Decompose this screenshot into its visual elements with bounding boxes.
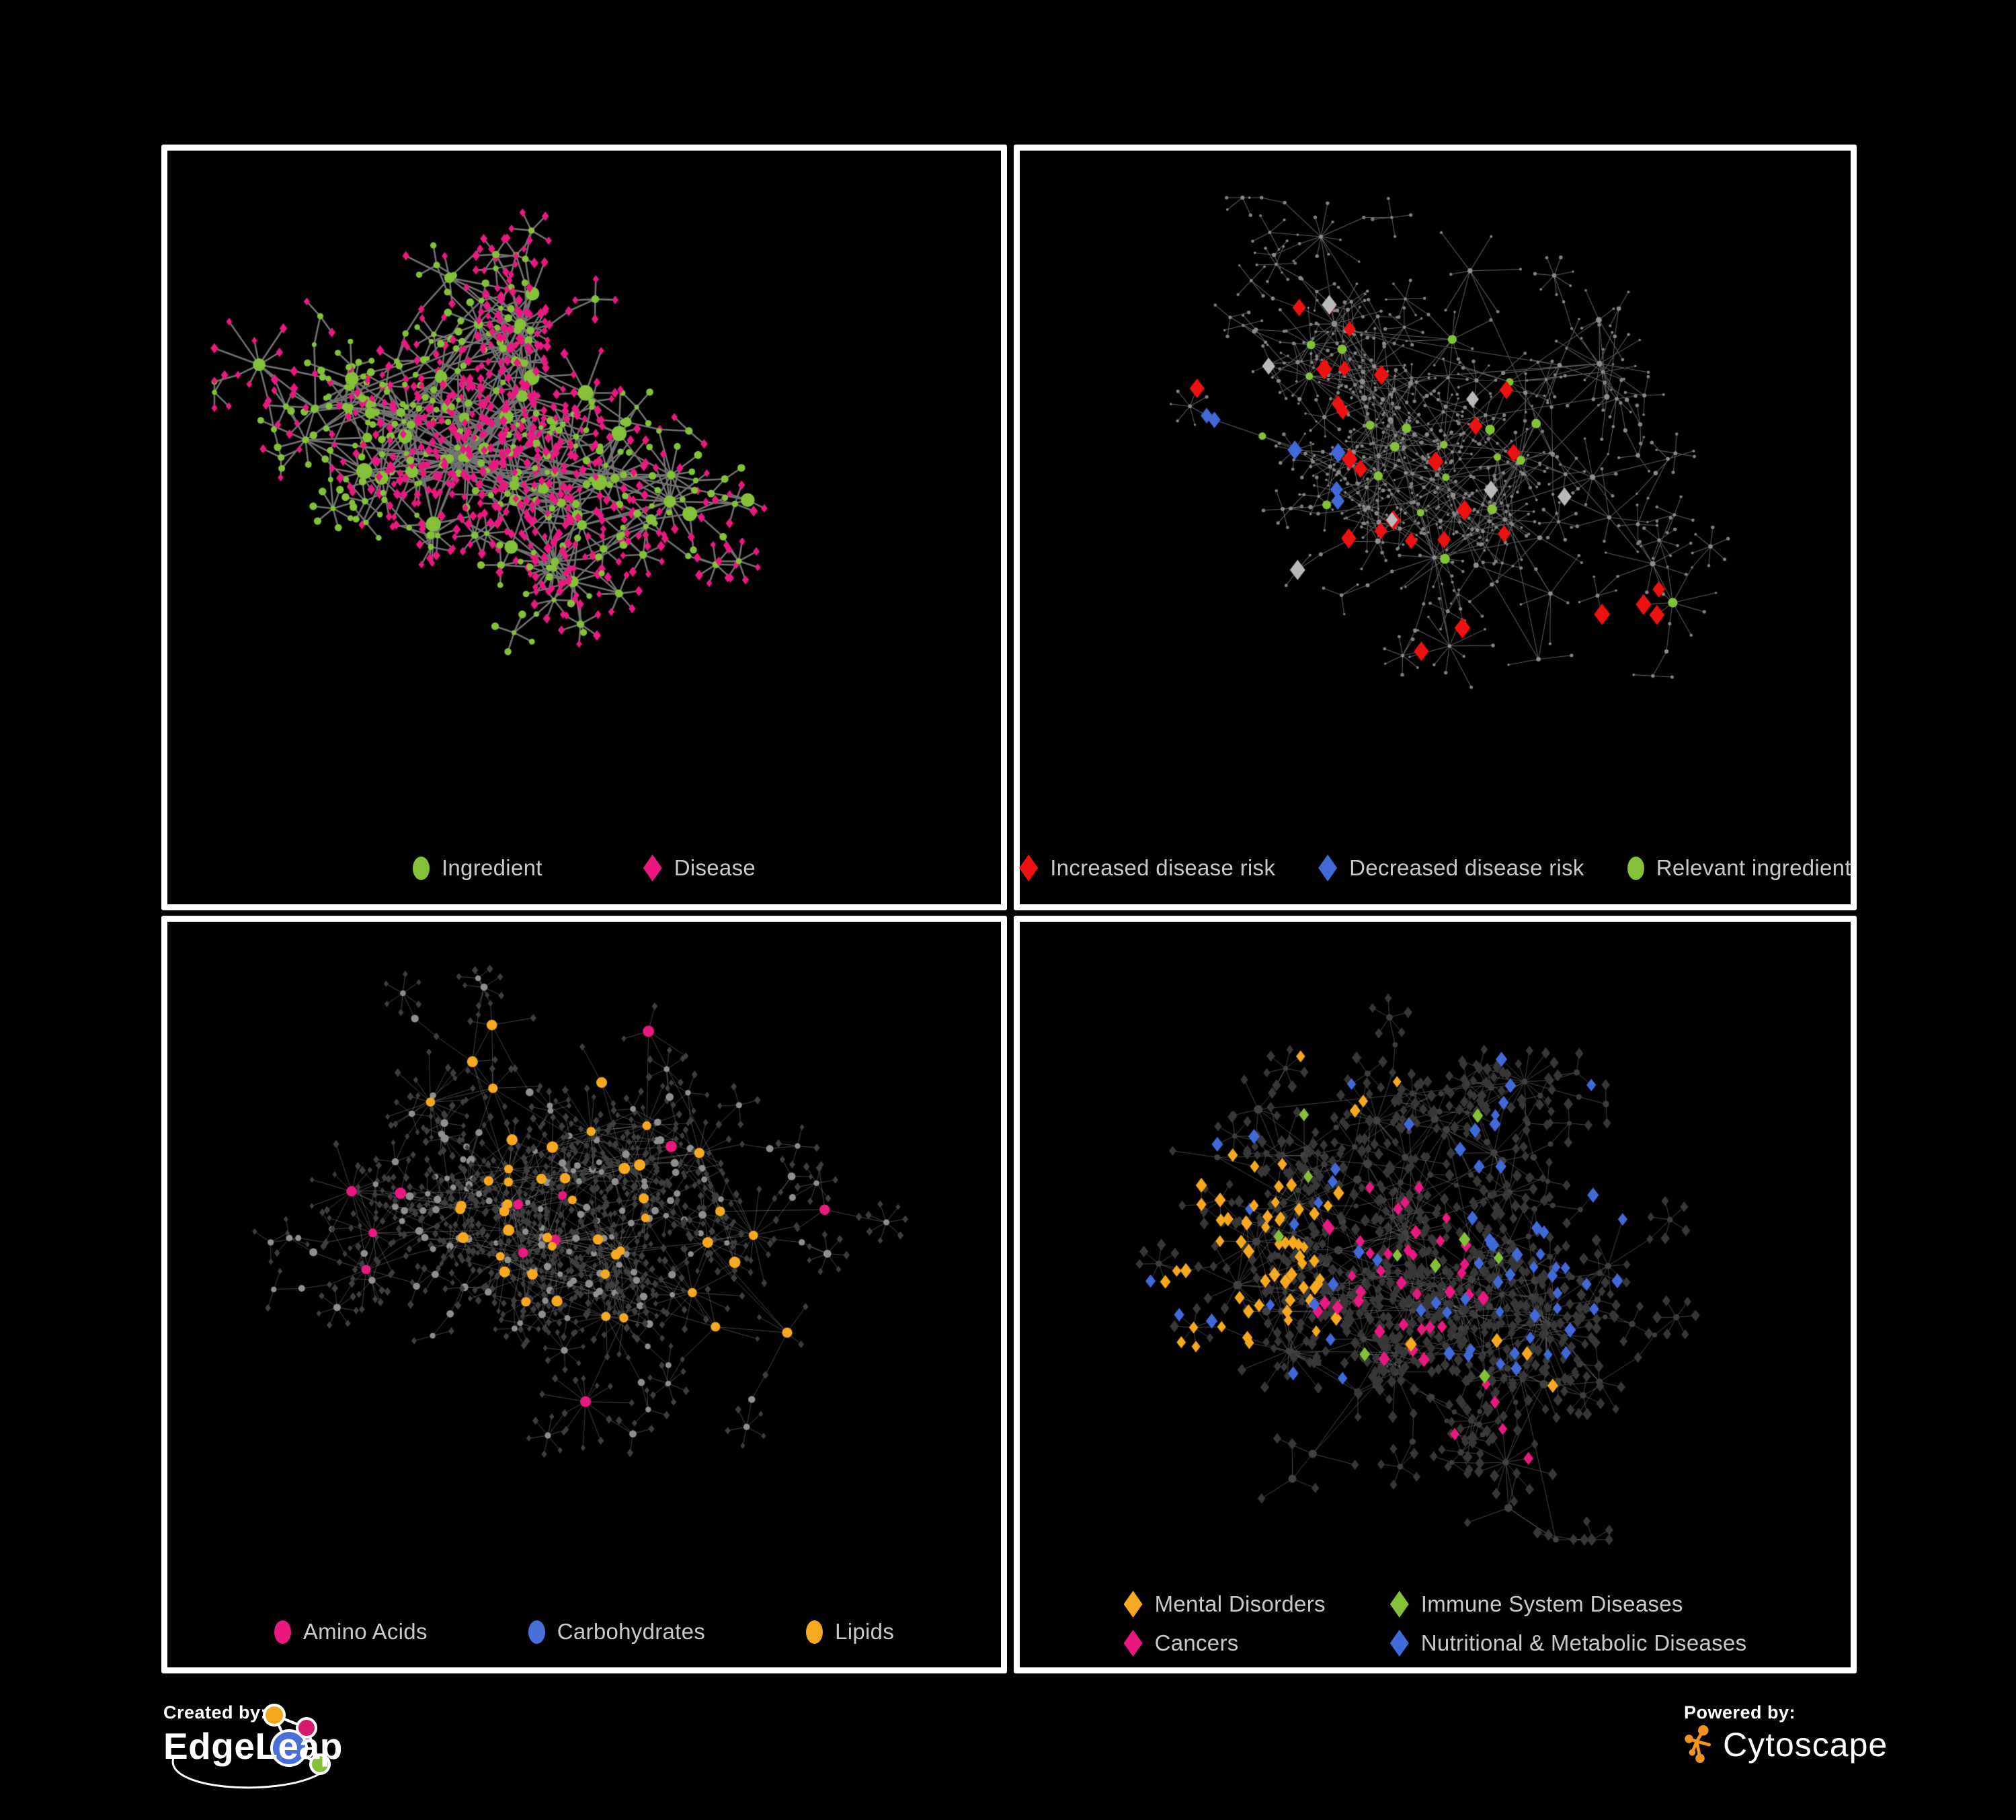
legend-item-relevant-ingredient: Relevant ingredient [1627,855,1851,881]
panel-ingredient-classes: Amino Acids Carbohydrates Lipids [161,916,1007,1673]
legend-item-mental-disorders: Mental Disorders [1123,1591,1326,1618]
legend-label-relevant-ingredient: Relevant ingredient [1656,855,1851,880]
lipids-circle-icon [806,1620,823,1644]
legend-item-increased-risk: Increased disease risk [1019,855,1275,881]
legend-item-amino-acids: Amino Acids [274,1619,428,1645]
network-canvas-disease-risk [1020,151,1851,904]
nutritional-metabolic-diseases-diamond-icon [1389,1630,1409,1657]
cytoscape-logo-icon [1685,1725,1711,1764]
edgeleap-logo-icon [171,1704,331,1789]
legend-item-ingredient: Ingredient [412,855,542,881]
legend-disease-risk: Increased disease risk Decreased disease… [1019,855,1851,881]
relevant-ingredient-circle-icon [1627,856,1644,880]
legend-label-ingredient: Ingredient [441,855,542,880]
legend-label-decreased-risk: Decreased disease risk [1349,855,1584,880]
amino-acids-circle-icon [274,1620,291,1644]
legend-label-disease: Disease [674,855,756,880]
edgeleap-name: EdgeLeap [163,1725,343,1767]
legend-label-immune-system-diseases: Immune System Diseases [1420,1591,1683,1616]
cytoscape-name: Cytoscape [1723,1726,1888,1764]
legend-label-carbohydrates: Carbohydrates [557,1619,706,1644]
legend-item-carbohydrates: Carbohydrates [528,1619,705,1645]
increased-risk-diamond-icon [1019,855,1039,881]
legend-item-nutritional-metabolic-diseases: Nutritional & Metabolic Diseases [1389,1630,1747,1657]
mental-disorders-diamond-icon [1123,1591,1143,1618]
panel-ingredient-disease: Ingredient Disease [161,145,1007,910]
ingredient-circle-icon [412,856,430,880]
legend-item-disease: Disease [643,855,756,881]
carbohydrates-circle-icon [528,1620,545,1644]
legend-label-mental-disorders: Mental Disorders [1154,1591,1326,1616]
cancers-diamond-icon [1123,1630,1143,1657]
legend-label-lipids: Lipids [835,1619,895,1644]
legend-ingredient-disease: Ingredient Disease [167,855,1001,881]
created-by-label: Created by: [163,1702,268,1723]
edgeleap-branding: Created by: EdgeLeap [163,1702,499,1796]
legend-ingredient-classes: Amino Acids Carbohydrates Lipids [167,1619,1001,1645]
panel-disease-risk: Increased disease risk Decreased disease… [1014,145,1857,910]
legend-item-decreased-risk: Decreased disease risk [1318,855,1584,881]
legend-label-cancers: Cancers [1154,1630,1239,1655]
legend-item-lipids: Lipids [806,1619,894,1645]
legend-item-immune-system-diseases: Immune System Diseases [1389,1591,1747,1618]
network-canvas-disease-classes [1020,922,1851,1667]
legend-item-cancers: Cancers [1123,1630,1326,1657]
disease-diamond-icon [643,855,662,881]
network-canvas-ingredient-classes [167,922,1001,1667]
panel-disease-classes: Mental Disorders Immune System Diseases … [1014,916,1857,1673]
legend-label-amino-acids: Amino Acids [303,1619,428,1644]
decreased-risk-diamond-icon [1318,855,1338,881]
legend-label-increased-risk: Increased disease risk [1050,855,1276,880]
network-canvas-ingredient-disease [167,151,1001,904]
immune-system-diseases-diamond-icon [1389,1591,1409,1618]
legend-disease-classes: Mental Disorders Immune System Diseases … [1020,1591,1851,1657]
legend-label-nutritional-metabolic-diseases: Nutritional & Metabolic Diseases [1420,1630,1747,1655]
powered-by-label: Powered by: [1684,1702,1796,1723]
cytoscape-branding: Powered by: Cytoscape [1684,1702,1966,1796]
